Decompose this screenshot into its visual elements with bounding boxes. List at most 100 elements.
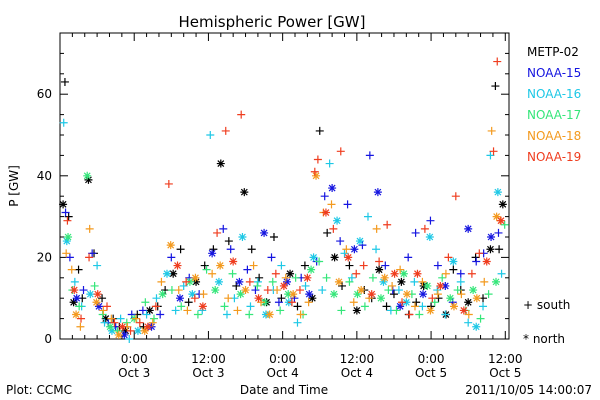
data-point (334, 277, 343, 286)
plot-frame (59, 32, 510, 340)
x-axis-label: Date and Time (240, 383, 328, 397)
data-point (235, 277, 244, 286)
data-point (404, 253, 413, 262)
data-point (122, 318, 131, 327)
data-point (375, 257, 384, 266)
data-point (493, 57, 502, 66)
x-tick-time-label: 12:00 (488, 352, 523, 366)
data-point (453, 286, 462, 295)
data-point (254, 294, 263, 303)
data-point (456, 277, 465, 286)
data-point (206, 131, 215, 139)
data-point (265, 310, 274, 319)
data-point (75, 302, 84, 311)
data-point (183, 306, 192, 315)
data-point (226, 245, 235, 254)
data-point (247, 245, 256, 254)
data-point (486, 245, 495, 254)
data-point (451, 192, 460, 201)
data-point (286, 269, 295, 278)
data-point (394, 286, 403, 295)
data-point (224, 237, 233, 246)
data-point (214, 277, 223, 286)
data-point (107, 314, 116, 323)
data-point (365, 151, 374, 160)
data-point (489, 147, 498, 156)
data-point (253, 281, 262, 290)
x-tick-time-label: 0:00 (418, 352, 445, 366)
data-point (191, 273, 200, 282)
data-point (188, 290, 197, 299)
data-point (208, 249, 217, 258)
data-point (120, 330, 129, 339)
data-point (482, 257, 491, 266)
data-point (169, 269, 178, 278)
data-point (390, 269, 399, 278)
data-point (410, 302, 419, 311)
data-point (457, 290, 466, 299)
legend-entry: NOAA-16 (527, 87, 581, 101)
data-point (273, 286, 282, 295)
data-point (479, 302, 488, 311)
data-point (94, 302, 103, 311)
data-point (222, 310, 231, 319)
data-point (246, 302, 255, 311)
data-point (486, 151, 495, 160)
data-point (423, 281, 432, 290)
data-point (389, 290, 398, 299)
data-point (308, 294, 317, 303)
data-point (438, 273, 447, 282)
data-point (467, 269, 476, 278)
data-point (433, 261, 442, 270)
data-point (382, 302, 391, 311)
data-point (110, 318, 119, 327)
data-point (337, 306, 346, 315)
data-point (274, 298, 283, 307)
data-point (277, 261, 286, 270)
data-point (436, 281, 445, 290)
data-point (357, 286, 366, 295)
data-point (132, 314, 141, 323)
data-point (151, 302, 160, 311)
data-point (491, 82, 500, 91)
data-point (221, 126, 230, 135)
data-point (396, 265, 405, 274)
data-point (333, 216, 342, 225)
data-point (263, 286, 272, 295)
data-point (412, 298, 421, 307)
data-point (173, 261, 182, 270)
data-point (240, 188, 249, 197)
data-point (219, 224, 228, 233)
data-point (301, 281, 310, 290)
data-point (322, 273, 331, 282)
data-point (307, 265, 316, 274)
data-point (313, 155, 322, 164)
data-point (328, 184, 337, 193)
data-point (433, 286, 442, 295)
data-point (484, 290, 493, 299)
data-point (433, 290, 442, 299)
data-point (79, 286, 88, 295)
data-point (64, 233, 73, 241)
data-point (211, 286, 220, 295)
data-point (86, 290, 95, 299)
data-point (98, 294, 107, 303)
data-point (446, 294, 455, 303)
data-point (152, 294, 161, 303)
data-point (62, 249, 71, 258)
data-point (76, 322, 85, 331)
data-point (256, 298, 265, 307)
x-tick-date-label: Oct 3 (192, 366, 224, 380)
data-point (405, 310, 414, 319)
x-tick-time-label: 12:00 (340, 352, 375, 366)
data-point (464, 310, 473, 319)
data-point (142, 310, 151, 319)
data-point (320, 192, 329, 201)
data-point (64, 212, 73, 221)
data-point (190, 294, 199, 303)
data-point (500, 220, 509, 229)
data-point (179, 281, 188, 290)
plot-source-label: Plot: CCMC (6, 383, 72, 397)
data-point (336, 237, 345, 246)
